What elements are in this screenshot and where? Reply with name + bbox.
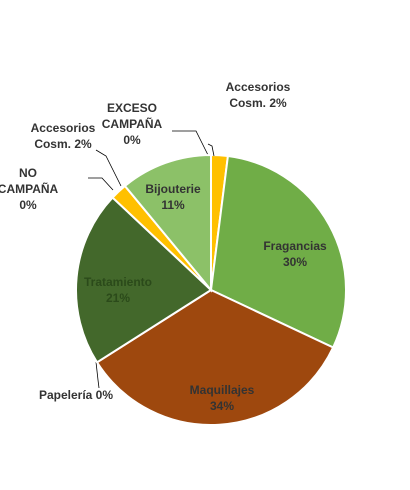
pie-slice-bijouterie-8 <box>123 153 212 293</box>
leader-line-accesorios-cosm-6 <box>95 149 122 187</box>
leader-line-papeler-a-3 <box>95 361 100 389</box>
data-label-line: 0% <box>123 133 141 147</box>
data-label-fragancias-1: Fragancias 30% <box>263 239 327 269</box>
data-label-line: Accesorios <box>31 121 96 135</box>
data-label-accesorios-cosm-0: Accesorios Cosm. 2% <box>226 80 291 110</box>
data-label-line: Tratamiento <box>84 275 152 289</box>
data-label-line: Accesorios <box>226 80 291 94</box>
leader-line-exceso-campa-a-7 <box>172 130 209 156</box>
data-label-line: 30% <box>283 255 307 269</box>
data-label-line: CAMPAÑA <box>102 116 163 131</box>
data-label-bijouterie-8: Bijouterie 11% <box>145 182 201 212</box>
data-label-line: NO <box>19 166 37 180</box>
data-label-maquillajes-2: Maquillajes 34% <box>190 383 255 413</box>
leader-line-accesorios-cosm-0 <box>207 143 215 157</box>
data-label-line: EXCESO <box>107 101 157 115</box>
data-label-no-campa-a-5: NO CAMPAÑA 0% <box>0 166 59 212</box>
data-label-line: 21% <box>106 291 130 305</box>
data-label-line: 0% <box>19 198 37 212</box>
data-label-line: Maquillajes <box>190 383 255 397</box>
data-label-line: 34% <box>210 399 234 413</box>
data-label-papeler-a-3: Papelería 0% <box>39 388 113 402</box>
leader-line-no-campa-a-5 <box>88 177 114 191</box>
data-label-exceso-campa-a-7: EXCESO CAMPAÑA 0% <box>102 101 163 147</box>
data-label-line: Cosm. 2% <box>229 96 287 110</box>
data-label-line: Fragancias <box>263 239 327 253</box>
data-label-line: 11% <box>161 198 185 212</box>
data-label-line: Cosm. 2% <box>34 137 92 151</box>
data-label-line: CAMPAÑA <box>0 181 59 196</box>
data-label-accesorios-cosm-6: Accesorios Cosm. 2% <box>31 121 96 151</box>
data-label-line: Papelería 0% <box>39 388 113 402</box>
pie-slice-maquillajes-2 <box>95 288 335 426</box>
data-label-tratamiento-4: Tratamiento 21% <box>84 275 152 305</box>
pie-slice-fragancias-1 <box>209 154 347 349</box>
pie-slice-tratamiento-4 <box>75 196 213 364</box>
data-label-line: Bijouterie <box>145 182 201 196</box>
